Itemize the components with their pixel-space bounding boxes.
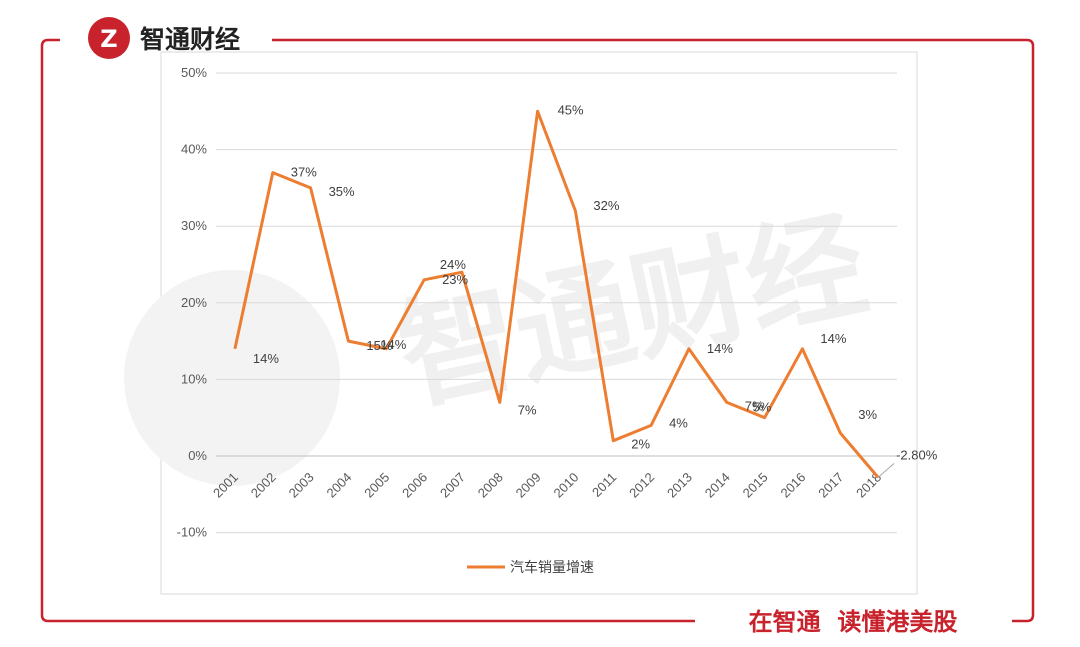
brand-name: 智通财经 <box>140 25 240 54</box>
footer-slogan: 在智通 读懂港美股 <box>749 608 958 636</box>
data-label: 7% <box>745 398 764 413</box>
legend: 汽车销量增速 <box>467 559 594 576</box>
data-label: 14% <box>707 341 733 356</box>
data-labels: 14%37%35%15%14%23%24%7%45%32%2%4%14%7%5%… <box>253 102 938 478</box>
data-label: 5% <box>753 400 772 415</box>
logo-glyph: Z <box>100 25 117 53</box>
watermark-logo-icon <box>124 270 340 486</box>
data-label: 4% <box>669 415 688 430</box>
data-label: 3% <box>858 407 877 422</box>
data-label: 14% <box>820 331 846 346</box>
data-label: 14% <box>253 351 279 366</box>
frame-border <box>40 38 1035 623</box>
y-tick-label: 0% <box>188 448 207 463</box>
data-label: 23% <box>442 272 468 287</box>
data-label: 15% <box>366 338 392 353</box>
label-leader-line <box>877 463 895 478</box>
data-label: 24% <box>440 257 466 272</box>
data-label: 7% <box>518 402 537 417</box>
y-tick-label: 20% <box>181 295 207 310</box>
series-group <box>233 109 880 479</box>
data-label: 37% <box>291 165 317 180</box>
data-label: 35% <box>329 184 355 199</box>
brand-logo: Z 智通财经 <box>88 17 240 59</box>
y-tick-label: -10% <box>177 525 208 540</box>
gridlines <box>216 72 897 534</box>
data-label: -2.80% <box>896 447 938 462</box>
y-tick-label: 40% <box>181 142 207 157</box>
data-label: 14% <box>380 337 406 352</box>
legend-label: 汽车销量增速 <box>510 559 594 576</box>
logo-circle-icon <box>88 17 130 59</box>
data-label: 45% <box>558 102 584 117</box>
y-tick-label: 50% <box>181 65 207 80</box>
y-tick-label: 30% <box>181 218 207 233</box>
y-tick-label: 10% <box>181 371 207 386</box>
series-line-汽车销量增速 <box>233 109 880 479</box>
y-axis: -10% 0% 10% 20% 30% 40% 50% <box>177 65 208 540</box>
data-label: 2% <box>631 437 650 452</box>
data-label: 32% <box>593 198 619 213</box>
